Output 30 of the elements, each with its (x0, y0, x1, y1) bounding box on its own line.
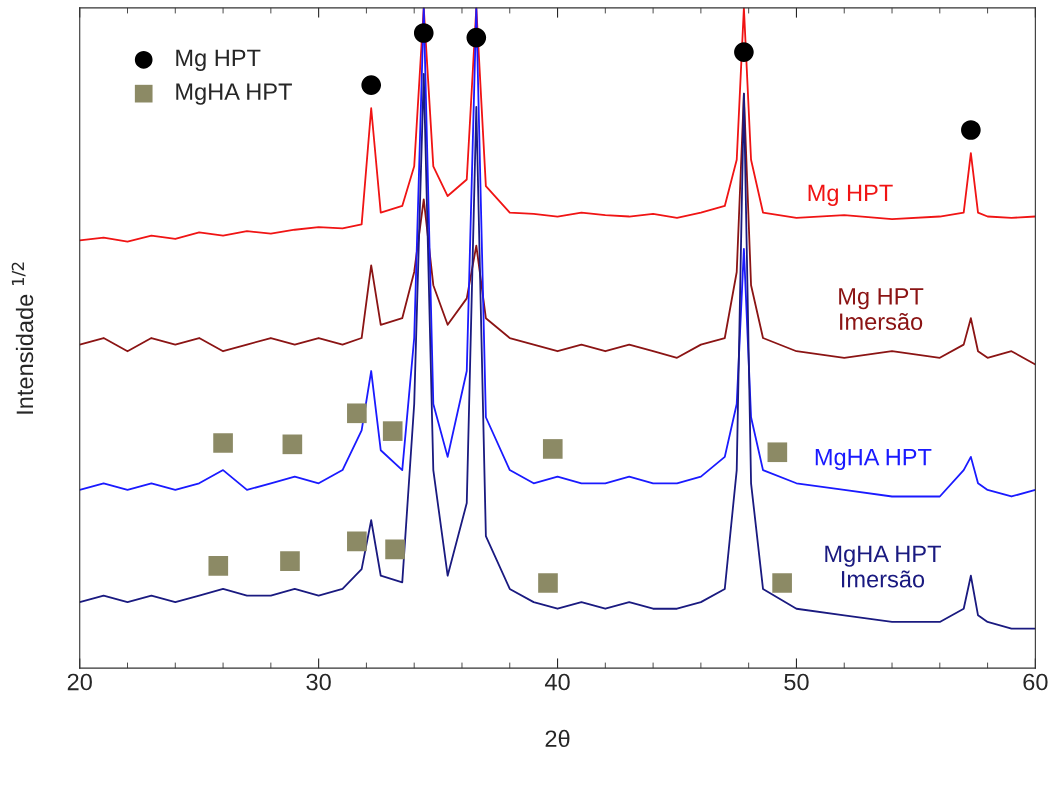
x-tick-label: 50 (784, 673, 809, 691)
point (347, 403, 367, 424)
point (772, 573, 792, 593)
x-tick-label: 20 (67, 673, 92, 691)
point (385, 539, 405, 560)
point (280, 551, 300, 572)
y-axis-title: Intensidade $^{1/2}$ (11, 262, 34, 414)
point (208, 556, 229, 576)
x-axis-title: 2θ (545, 729, 570, 748)
x-tick-label: 40 (544, 673, 570, 691)
point (538, 573, 558, 593)
point (382, 421, 403, 441)
series-label: MgHA HPT (815, 448, 932, 471)
point (347, 531, 367, 552)
series-label: MgHA HPT Imersão (825, 545, 941, 588)
legend-label: MgHA HPT (176, 83, 292, 105)
point (282, 434, 303, 455)
point (734, 42, 754, 62)
point (213, 433, 233, 453)
point (466, 27, 487, 48)
point (413, 23, 434, 43)
x-tick-label: 30 (306, 673, 331, 691)
series-label: Mg HPT (808, 184, 893, 206)
point (361, 75, 382, 95)
point (961, 120, 981, 140)
point (542, 439, 563, 459)
x-tick-label: 60 (1023, 673, 1048, 691)
legend-label: Mg HPT (176, 49, 261, 71)
point (767, 442, 788, 463)
series-label: Mg HPT Imersão (839, 288, 924, 331)
